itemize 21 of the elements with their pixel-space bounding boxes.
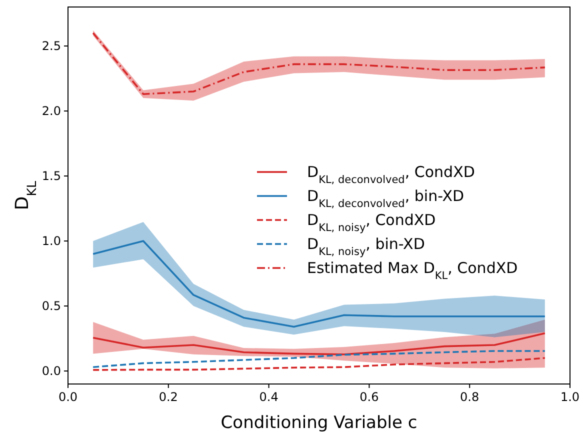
- legend-label: D$_{KL, noisy}$, CondXD: [307, 211, 436, 234]
- x-tick-label: 0.0: [58, 390, 78, 404]
- x-tick-label: 0.6: [360, 390, 379, 404]
- x-tick-label: 0.2: [158, 390, 178, 404]
- y-tick-label: 2.5: [42, 39, 61, 53]
- x-tick-label: 0.4: [259, 390, 278, 404]
- legend-label: Estimated Max D$_{KL}$, CondXD: [307, 259, 518, 282]
- legend-label: D$_{KL, deconvolved}$, CondXD: [307, 163, 475, 186]
- y-tick-label: 1.0: [42, 234, 61, 248]
- line-series: [92, 350, 546, 368]
- y-tick-label: 0.0: [42, 364, 61, 378]
- line-series: [92, 357, 546, 371]
- y-tick-label: 0.5: [42, 299, 61, 313]
- line-series: [92, 332, 546, 356]
- legend-label: D$_{KL, deconvolved}$, bin-XD: [307, 187, 464, 210]
- x-axis-title: Conditioning Variable c: [220, 413, 418, 433]
- y-tick-label: 1.5: [42, 169, 61, 183]
- x-tick-label: 0.8: [460, 390, 480, 404]
- legend-label: D$_{KL, noisy}$, bin-XD: [307, 235, 425, 258]
- x-tick-label: 1.0: [560, 390, 580, 404]
- y-tick-label: 2.0: [42, 104, 61, 118]
